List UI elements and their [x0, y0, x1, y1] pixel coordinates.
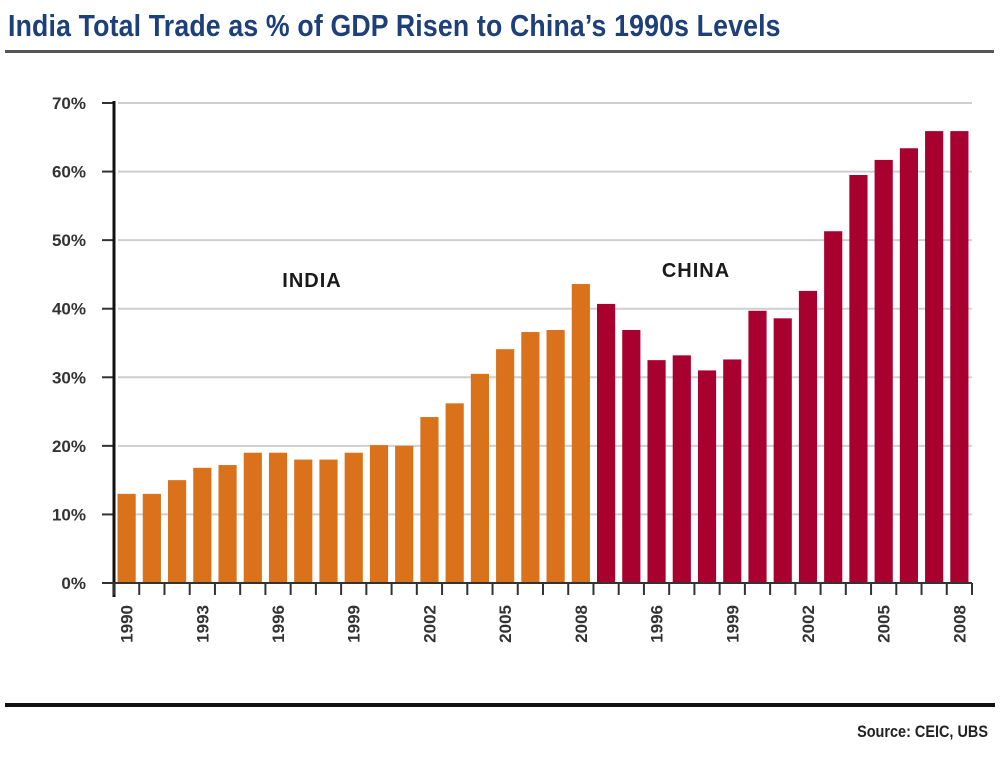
bar-china-2000: [748, 310, 767, 583]
bar-china-1995: [622, 329, 641, 583]
annotation-india: INDIA: [282, 270, 341, 292]
bar-china-1998: [697, 370, 717, 583]
bar-india-1993: [193, 467, 212, 583]
x-tick-label: 2008: [572, 605, 591, 643]
bar-india-1990: [117, 493, 136, 583]
bar-india-1995: [243, 452, 262, 583]
bar-chart: 0% 10% 20% 30% 40% 50% 60% 70% 1990 1993 1996 1999…: [52, 94, 973, 643]
x-tick-label: 1993: [193, 605, 212, 643]
bar-china-2003: [824, 231, 843, 583]
x-tick-label: 2005: [875, 605, 894, 643]
chart-title: India Total Trade as % of GDP Risen to C…: [8, 8, 781, 43]
bar-india-2003: [445, 403, 464, 583]
x-tick-label: 1996: [648, 605, 667, 643]
y-tick-label: 20%: [52, 437, 86, 456]
bar-india-1999: [344, 452, 363, 583]
bar-china-1997: [672, 355, 691, 583]
y-tick-label: 60%: [52, 163, 86, 182]
bar-india-2006: [521, 332, 540, 583]
annotation-china: CHINA: [662, 260, 730, 282]
bar-india-1992: [168, 480, 187, 583]
bar-india-2007: [546, 329, 565, 583]
bar-china-1999: [723, 359, 742, 583]
bar-china-2005: [874, 159, 893, 583]
x-tick-label: 2005: [496, 605, 515, 643]
y-tick-label: 30%: [52, 368, 86, 387]
bar-india-1996: [268, 452, 288, 583]
bar-china-2004: [849, 175, 868, 583]
bar-india-2008: [571, 284, 590, 583]
x-tick-label: 2008: [950, 605, 969, 643]
y-tick-label: 40%: [52, 300, 86, 319]
bar-india-1994: [218, 465, 237, 583]
bar-china-2008: [950, 131, 969, 583]
bars: [117, 131, 969, 583]
y-axis-ticks: 0% 10% 20% 30% 40% 50% 60% 70%: [52, 94, 114, 593]
bar-india-2001: [395, 445, 414, 583]
y-tick-label: 50%: [52, 231, 86, 250]
bar-india-2002: [420, 417, 439, 583]
x-tick-label: 1999: [345, 605, 364, 643]
bar-china-2007: [925, 131, 944, 583]
source-note: Source: CEIC, UBS: [857, 722, 988, 741]
y-tick-label: 10%: [52, 505, 86, 524]
title-divider: [5, 50, 994, 53]
y-tick-label: 0%: [61, 574, 86, 593]
bar-india-1998: [319, 459, 338, 583]
x-tick-label: 1996: [269, 605, 288, 643]
bar-india-1991: [142, 493, 161, 583]
bar-china-2006: [899, 148, 918, 583]
footer-divider: [5, 703, 995, 707]
x-tick-label: 2002: [420, 605, 439, 643]
bar-india-1997: [294, 459, 313, 583]
x-tick-label: 1999: [723, 605, 742, 643]
bar-china-2002: [798, 290, 818, 583]
x-tick-label: 2002: [799, 605, 818, 643]
y-tick-label: 70%: [52, 94, 86, 113]
bar-china-1996: [647, 360, 666, 583]
bar-india-2005: [496, 349, 515, 583]
bar-india-2000: [369, 445, 389, 583]
bar-china-2001: [773, 318, 792, 583]
bar-china-1994: [597, 303, 616, 583]
x-axis-ticks: 1990 1993 1996 1999 2002 2005 2008 1996 1999 2002…: [113, 583, 973, 643]
bar-india-2004: [470, 373, 489, 583]
x-tick-label: 1990: [118, 605, 137, 643]
